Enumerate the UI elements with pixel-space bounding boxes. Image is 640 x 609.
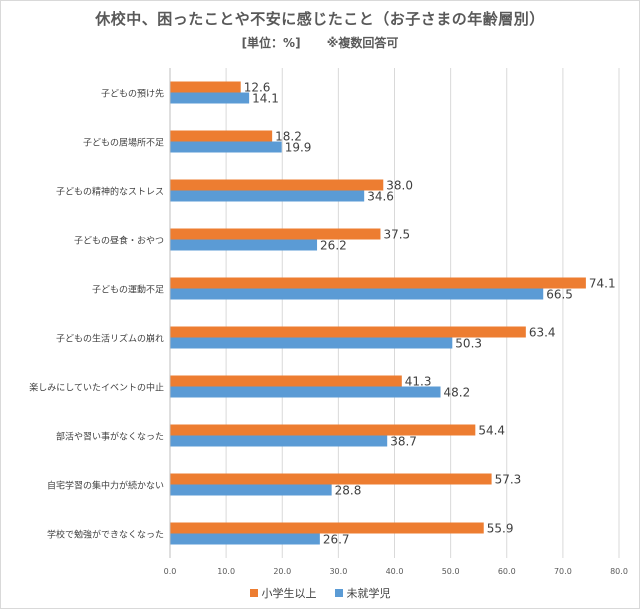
- bar: [170, 424, 476, 436]
- x-tick-label: 60.0: [498, 567, 516, 576]
- category-label: 自宅学習の集中力が続かない: [47, 480, 164, 492]
- data-label: 38.7: [390, 435, 417, 449]
- bar: [170, 81, 241, 93]
- data-label: 54.4: [478, 424, 505, 438]
- legend-swatch-blue: [334, 589, 343, 597]
- x-tick-label: 30.0: [329, 567, 347, 576]
- chart-subtitle: [単位：%] ※複数回答可: [0, 34, 640, 51]
- bar: [170, 239, 318, 251]
- category-label: 楽しみにしていたイベントの中止: [29, 382, 164, 394]
- category-label: 子どもの昼食・おやつ: [74, 235, 164, 247]
- bar: [170, 179, 384, 191]
- bar: [170, 337, 453, 349]
- legend: 小学生以上 未就学児: [0, 585, 640, 601]
- bar: [170, 533, 320, 545]
- x-tick-label: 40.0: [386, 567, 404, 576]
- data-label: 14.1: [252, 92, 279, 106]
- category-label: 子どもの預け先: [101, 88, 164, 100]
- bar: [170, 228, 381, 240]
- bar: [170, 288, 544, 300]
- x-tick-label: 80.0: [610, 567, 628, 576]
- multiple-answer-note: ※複数回答可: [326, 36, 399, 50]
- x-tick-label: 70.0: [554, 567, 572, 576]
- bar: [170, 435, 388, 447]
- category-label: 学校で勉強ができなくなった: [47, 529, 164, 541]
- legend-item-preschool: 未就学児: [334, 585, 391, 601]
- data-label: 12.6: [244, 81, 271, 95]
- bar: [170, 190, 365, 202]
- bar: [170, 130, 273, 142]
- category-label: 子どもの生活リズムの崩れ: [56, 333, 164, 345]
- data-label: 38.0: [386, 179, 413, 193]
- data-label: 18.2: [275, 130, 302, 144]
- bar: [170, 473, 492, 485]
- bar: [170, 141, 282, 153]
- data-label: 19.9: [285, 141, 312, 155]
- bar: [170, 522, 484, 534]
- data-label: 28.8: [335, 484, 362, 498]
- data-label: 26.2: [320, 239, 347, 253]
- category-label: 部活や習い事がなくなった: [56, 431, 164, 443]
- category-label: 子どもの運動不足: [92, 285, 164, 296]
- x-tick-label: 20.0: [273, 567, 291, 576]
- bar: [170, 326, 526, 338]
- data-label: 26.7: [323, 533, 350, 547]
- unit-label: [単位：%]: [241, 36, 301, 50]
- data-label: 55.9: [487, 522, 514, 536]
- bar: [170, 92, 250, 104]
- legend-label-preschool: 未就学児: [346, 587, 391, 600]
- data-label: 41.3: [405, 375, 432, 389]
- bar: [170, 484, 332, 496]
- x-tick-label: 10.0: [217, 567, 235, 576]
- bar: [170, 386, 441, 398]
- data-label: 63.4: [529, 326, 556, 340]
- legend-item-elementary: 小学生以上: [249, 585, 317, 601]
- legend-label-elementary: 小学生以上: [261, 587, 317, 600]
- legend-swatch-orange: [249, 589, 258, 597]
- bar: [170, 375, 402, 387]
- data-label: 57.3: [495, 473, 522, 487]
- x-tick-label: 0.0: [164, 567, 177, 576]
- category-label: 子どもの精神的なストレス: [56, 186, 164, 198]
- data-label: 37.5: [383, 228, 410, 242]
- data-label: 48.2: [444, 386, 471, 400]
- x-tick-label: 50.0: [442, 567, 460, 576]
- bar: [170, 277, 586, 289]
- category-label: 子どもの居場所不足: [83, 137, 164, 149]
- data-label: 66.5: [546, 288, 573, 302]
- data-label: 34.6: [367, 190, 394, 204]
- chart-title: 休校中、困ったことや不安に感じたこと（お子さまの年齢層別）: [95, 10, 545, 28]
- data-label: 74.1: [589, 277, 616, 291]
- data-label: 50.3: [455, 337, 482, 351]
